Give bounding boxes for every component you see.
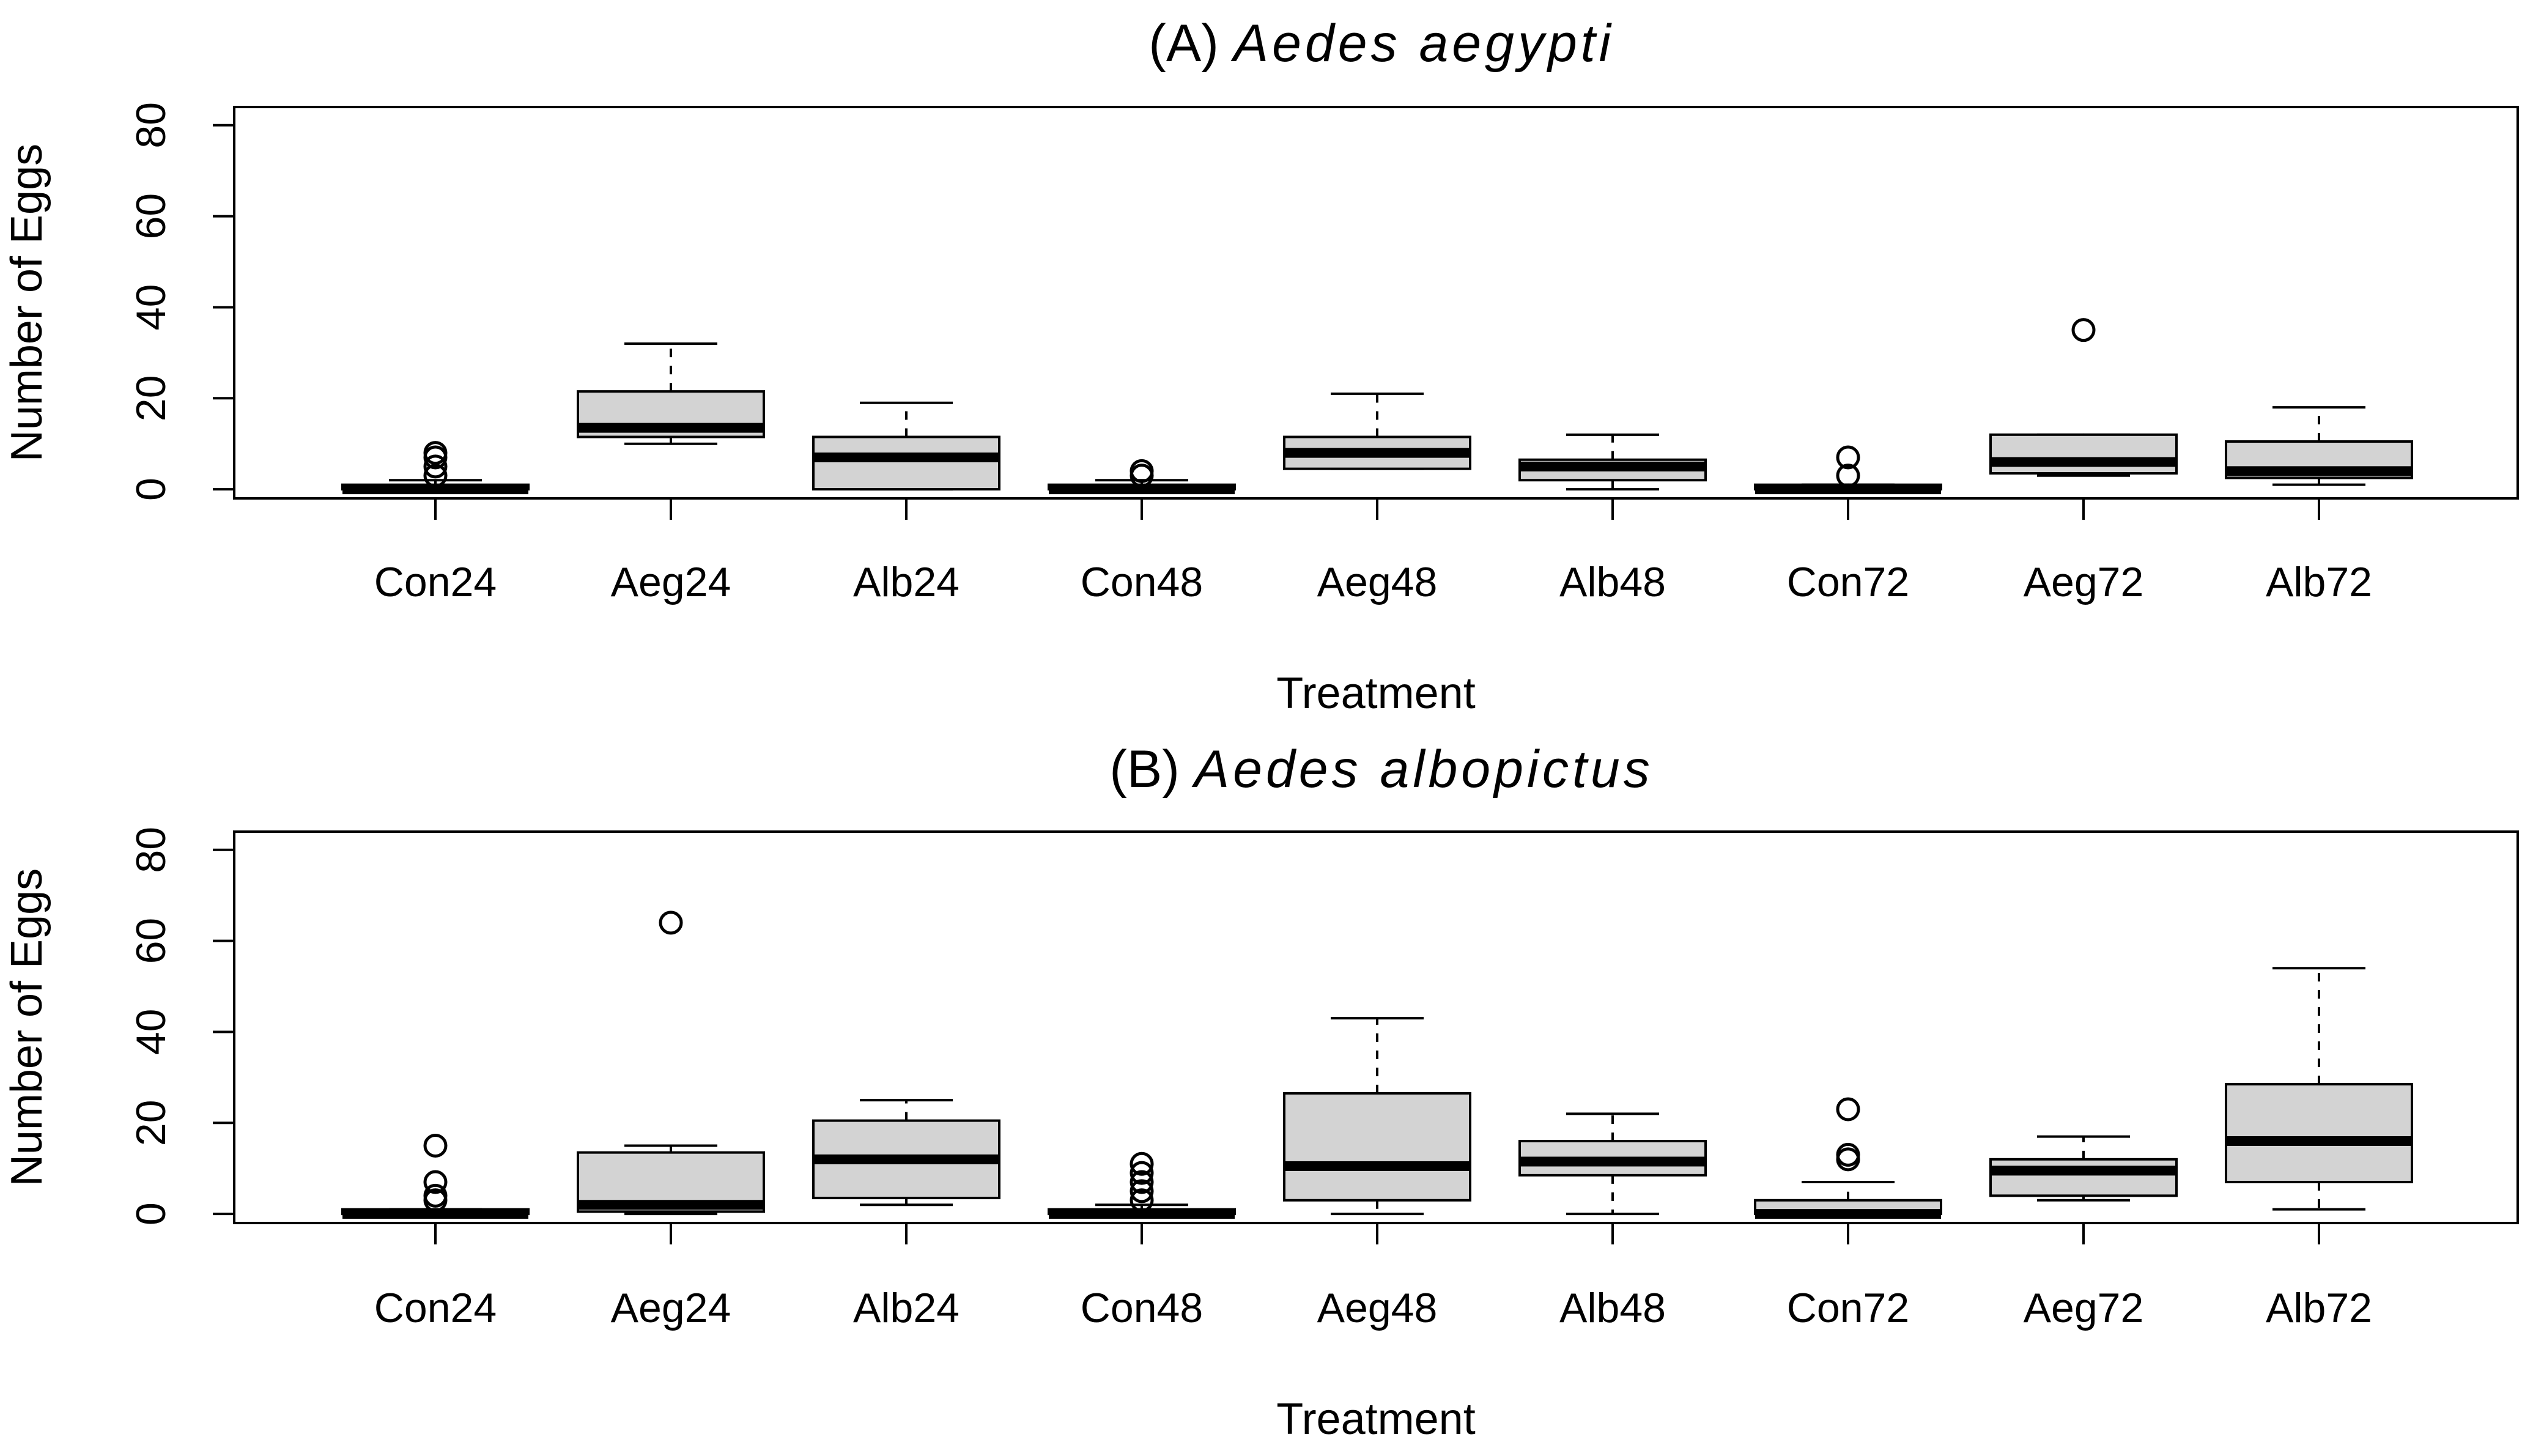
- outlier-point: [2071, 318, 2096, 342]
- box-iqr: [812, 435, 1000, 491]
- box-con72: [1754, 445, 1942, 495]
- box-con48: [1048, 1151, 1236, 1219]
- box-alb72: [2225, 967, 2413, 1211]
- outlier-point: [423, 1133, 448, 1158]
- x-tick-label: Aeg72: [2024, 559, 2144, 605]
- x-tick-label: Aeg24: [611, 1285, 731, 1331]
- x-tick-label: Con72: [1787, 1285, 1909, 1331]
- y-tick-label: 0: [128, 478, 174, 501]
- outlier-point: [1836, 1142, 1860, 1167]
- outlier-point: [1130, 459, 1154, 483]
- x-tick-label: Aeg48: [1317, 1285, 1438, 1331]
- box-iqr: [1283, 1092, 1471, 1202]
- outlier-point: [1130, 1151, 1154, 1176]
- y-tick-label: 80: [128, 102, 174, 149]
- chart-title: (A) Aedes aegypti: [1148, 14, 1614, 73]
- chart-title-prefix: (B): [1109, 740, 1194, 799]
- box-con48: [1048, 459, 1236, 495]
- y-axis-label: Number of Eggs: [2, 868, 51, 1186]
- y-tick-label: 40: [128, 284, 174, 331]
- outlier-point: [423, 441, 448, 465]
- box-alb24: [812, 1099, 1000, 1207]
- x-axis-label: Treatment: [1276, 1395, 1475, 1444]
- x-tick-label: Alb48: [1559, 1285, 1666, 1331]
- x-tick-label: Con48: [1081, 1285, 1203, 1331]
- box-aeg48: [1283, 1017, 1471, 1216]
- y-tick-label: 20: [128, 1099, 174, 1146]
- panel-a: (A) Aedes aegypti 0 20 40 60 80 Number of Eggs…: [2, 14, 2519, 718]
- outlier-point: [1130, 1161, 1154, 1185]
- x-tick-label: Con48: [1081, 559, 1203, 605]
- chart-title-species: Aedes aegypti: [1230, 14, 1614, 73]
- y-tick-label: 20: [128, 375, 174, 421]
- box-iqr: [1989, 1158, 2178, 1197]
- y-axis-label: Number of Eggs: [2, 144, 51, 462]
- box-con24: [341, 1133, 530, 1219]
- y-tick-label: 60: [128, 193, 174, 240]
- chart-title-species: Aedes albopictus: [1191, 740, 1654, 799]
- y-tick-label: 40: [128, 1009, 174, 1055]
- y-tick-label: 0: [128, 1202, 174, 1225]
- panel-b: (B) Aedes albopictus 0 20 40 60 80 Number of E…: [2, 740, 2519, 1444]
- outlier-point: [1130, 1179, 1154, 1203]
- box-aeg24: [577, 911, 765, 1216]
- box-alb48: [1518, 433, 1707, 491]
- outlier-point: [1130, 1170, 1154, 1194]
- box-aeg72: [1989, 318, 2178, 477]
- chart-title: (B) Aedes albopictus: [1109, 740, 1654, 799]
- x-tick-label: Aeg72: [2024, 1285, 2144, 1331]
- box-aeg48: [1283, 392, 1471, 470]
- x-tick-label: Alb72: [2266, 559, 2372, 605]
- outlier-point: [1836, 1097, 1860, 1122]
- box-aeg24: [577, 342, 765, 445]
- box-con24: [341, 441, 530, 495]
- x-axis-label: Treatment: [1276, 669, 1475, 718]
- x-tick-label: Alb24: [853, 1285, 960, 1331]
- outlier-point: [423, 1183, 448, 1208]
- outlier-point: [659, 911, 683, 935]
- x-tick-label: Alb24: [853, 559, 960, 605]
- y-tick-label: 80: [128, 827, 174, 873]
- x-tick-label: Alb72: [2266, 1285, 2372, 1331]
- box-alb72: [2225, 406, 2413, 486]
- x-tick-label: Con24: [374, 1285, 497, 1331]
- outlier-point: [1836, 464, 1860, 488]
- x-tick-label: Aeg24: [611, 559, 731, 605]
- chart-title-prefix: (A): [1148, 14, 1233, 73]
- box-iqr: [2225, 1083, 2413, 1184]
- outlier-point: [1130, 1188, 1154, 1213]
- box-alb24: [812, 401, 1000, 491]
- outlier-point: [423, 454, 448, 479]
- x-tick-label: Con72: [1787, 559, 1909, 605]
- box-alb48: [1518, 1112, 1707, 1216]
- outlier-point: [423, 464, 448, 488]
- x-tick-label: Con24: [374, 559, 497, 605]
- x-tick-label: Alb48: [1559, 559, 1666, 605]
- outlier-point: [1836, 445, 1860, 470]
- y-tick-label: 60: [128, 918, 174, 964]
- box-iqr: [1989, 433, 2178, 475]
- box-aeg72: [1989, 1135, 2178, 1202]
- outlier-point: [423, 1170, 448, 1194]
- x-tick-label: Aeg48: [1317, 559, 1438, 605]
- box-con72: [1754, 1097, 1942, 1219]
